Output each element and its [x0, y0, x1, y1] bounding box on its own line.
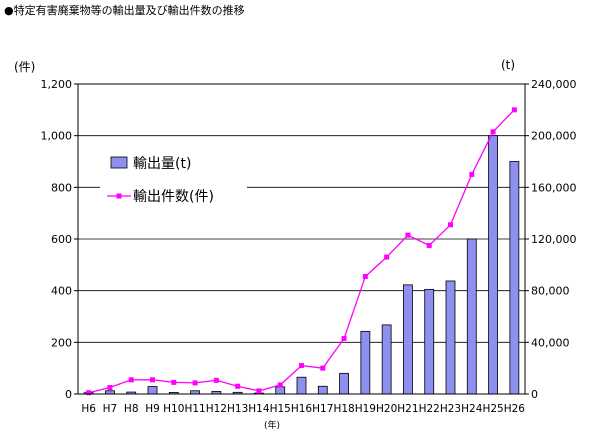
x-tick-label: H13	[227, 403, 248, 415]
chart-title: ●特定有害廃棄物等の輸出量及び輸出件数の推移	[4, 4, 245, 17]
x-tick-label: H15	[270, 403, 291, 415]
tick-labels: 0 0 200 40,000 400 80,000 600 120,000 800 160,000…	[41, 78, 577, 431]
left-tick-label: 0	[65, 388, 72, 401]
x-tick-label: H8	[124, 403, 139, 415]
line-point	[362, 273, 368, 279]
bar	[147, 386, 158, 395]
line-point	[299, 363, 304, 369]
left-tick-label: 400	[51, 285, 72, 298]
x-tick-label: H24	[461, 403, 483, 415]
right-tick-label: 200,000	[531, 130, 577, 143]
line-point	[150, 377, 155, 383]
line-point	[469, 171, 475, 177]
line-point	[107, 385, 113, 391]
line-point	[192, 380, 198, 386]
x-tick-label: H11	[184, 403, 205, 415]
line-point	[405, 232, 411, 238]
line-point	[235, 383, 241, 389]
right-axis-unit: (t)	[501, 58, 516, 72]
left-tick-label: 200	[51, 336, 72, 349]
x-tick-label: H16	[291, 403, 313, 415]
line-point	[320, 365, 326, 371]
right-tick-label: 0	[531, 388, 538, 401]
legend-line-label: 輸出件数(件)	[133, 189, 214, 205]
x-tick-label: H23	[440, 403, 461, 415]
x-tick-label: H9	[145, 403, 160, 415]
line-point	[384, 254, 390, 260]
x-tick-label: H26	[504, 403, 526, 415]
line-point	[213, 377, 219, 383]
left-tick-label: 600	[51, 233, 72, 246]
right-tick-label: 80,000	[531, 285, 570, 298]
line-point	[128, 377, 134, 383]
left-tick-label: 1,000	[41, 130, 73, 143]
x-tick-label: H14	[248, 403, 270, 415]
x-tick-label: H12	[206, 403, 227, 415]
line-point	[171, 379, 177, 385]
line-point	[426, 242, 432, 248]
bar	[466, 238, 477, 395]
bar	[360, 330, 371, 395]
bar	[275, 386, 286, 395]
bar	[509, 161, 520, 395]
line-point	[277, 382, 283, 388]
x-tick-label: H25	[482, 403, 503, 415]
x-tick-label: H18	[333, 403, 354, 415]
line-point	[490, 129, 496, 135]
right-tick-label: 160,000	[531, 181, 577, 194]
x-tick-label: H21	[397, 403, 418, 415]
left-axis-unit: (件)	[14, 60, 36, 74]
legend: 輸出量(t) 輸出件数(件)	[100, 148, 247, 214]
bar	[488, 135, 498, 395]
line-point	[256, 388, 262, 394]
x-tick-label: H17	[312, 403, 333, 415]
x-axis-label: (年)	[264, 419, 280, 431]
x-tick-label: H6	[81, 403, 96, 415]
bar	[424, 288, 435, 395]
x-tick-label: H22	[419, 403, 440, 415]
axes	[74, 83, 529, 395]
line-point	[86, 390, 92, 396]
line-point	[448, 222, 453, 228]
x-tick-label: H7	[103, 403, 118, 415]
bar	[317, 385, 328, 395]
legend-bar-swatch	[110, 156, 128, 169]
x-tick-label: H20	[376, 403, 397, 415]
left-tick-label: 800	[51, 181, 72, 194]
left-tick-label: 1,200	[41, 78, 73, 91]
x-tick-label: H19	[355, 403, 376, 415]
legend-bar-label: 輸出量(t)	[133, 156, 191, 172]
bar	[339, 372, 349, 395]
right-tick-label: 40,000	[531, 336, 570, 349]
bar	[403, 284, 413, 395]
x-tick-label: H10	[163, 403, 184, 415]
bar	[296, 376, 307, 395]
line-point	[341, 335, 347, 341]
line-series	[86, 107, 517, 396]
bar	[381, 324, 392, 395]
bar	[445, 280, 456, 395]
legend-line-marker	[116, 193, 122, 199]
right-tick-label: 120,000	[531, 233, 577, 246]
right-tick-label: 240,000	[531, 78, 577, 91]
line-point	[511, 107, 517, 113]
